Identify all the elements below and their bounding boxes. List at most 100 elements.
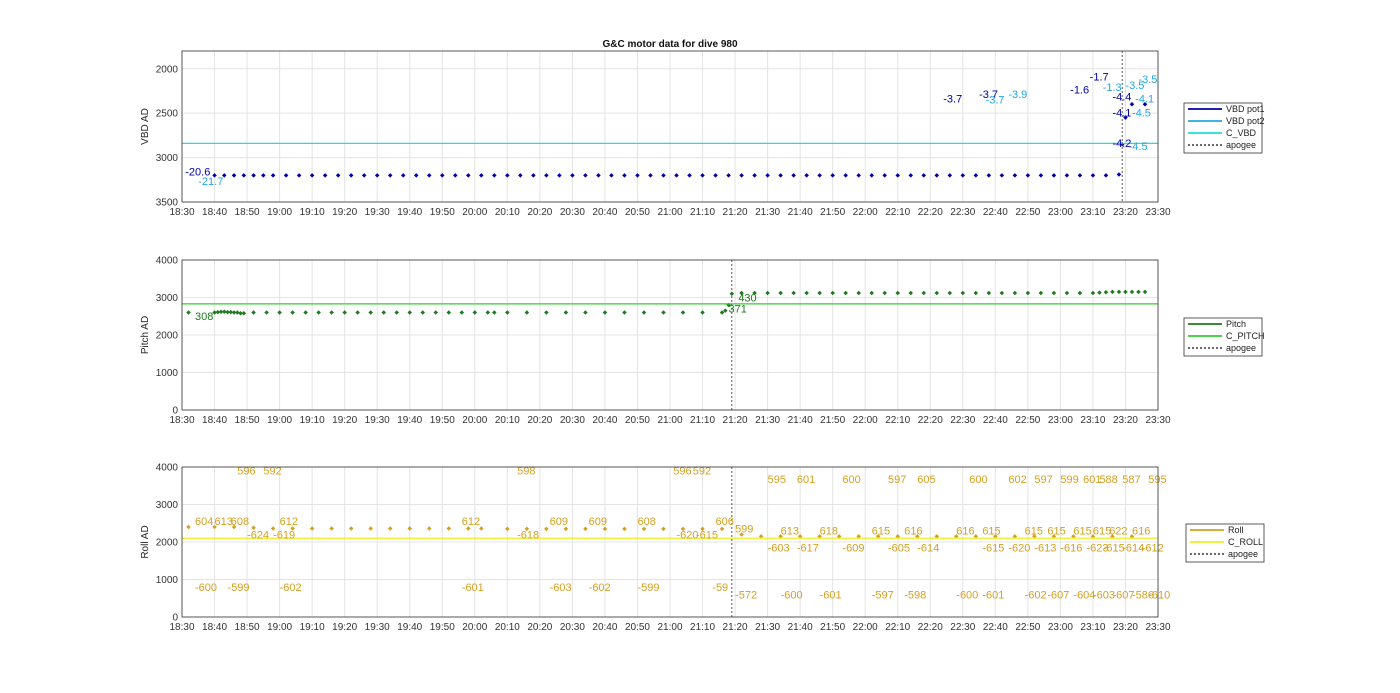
data-point xyxy=(387,526,393,531)
data-point xyxy=(235,310,240,315)
x-tick-label: 22:30 xyxy=(950,415,975,426)
x-tick-label: 22:10 xyxy=(885,207,910,218)
data-point xyxy=(641,526,647,532)
data-point xyxy=(1103,289,1109,295)
data-point xyxy=(1051,290,1057,296)
data-point xyxy=(348,526,354,531)
data-point xyxy=(426,173,432,178)
axes-panel-3: 18:30 18:40 18:50 19:00 19:10 19:20 19:30 19:40… xyxy=(140,463,1265,633)
data-point xyxy=(723,308,728,313)
x-tick-label: 21:20 xyxy=(723,207,748,218)
data-point xyxy=(804,290,809,296)
data-point xyxy=(739,532,744,537)
x-tick-label: 22:50 xyxy=(1015,207,1040,218)
data-point xyxy=(954,534,959,539)
x-tick-label: 19:40 xyxy=(397,622,422,633)
data-label: -598 xyxy=(904,589,926,601)
x-tick-label: 20:50 xyxy=(625,415,650,426)
x-tick-label: 22:40 xyxy=(983,207,1008,218)
data-label: 615 xyxy=(982,526,1000,538)
data-point xyxy=(1064,290,1070,296)
data-point xyxy=(524,526,530,532)
data-point xyxy=(440,173,445,178)
x-tick-label: 23:10 xyxy=(1080,207,1105,218)
data-point xyxy=(1064,173,1070,178)
x-tick-label: 20:50 xyxy=(625,207,650,218)
data-label: -601 xyxy=(820,589,842,601)
data-point xyxy=(563,526,569,532)
data-label: 608 xyxy=(231,516,249,528)
axes-layer: 18:30 18:40 18:50 19:00 19:10 19:20 19:30 19:40… xyxy=(140,50,1265,633)
data-label: 615 xyxy=(872,526,890,538)
x-tick-label: 18:30 xyxy=(169,207,194,218)
x-tick-label: 21:30 xyxy=(755,622,780,633)
data-point xyxy=(316,310,321,315)
legend-label: apogee xyxy=(1228,549,1258,559)
data-point xyxy=(1012,290,1018,296)
x-tick-label: 18:50 xyxy=(235,415,260,426)
data-point xyxy=(960,290,966,296)
data-point xyxy=(329,310,334,315)
x-tick-label: 21:00 xyxy=(657,415,682,426)
x-tick-label: 20:40 xyxy=(592,207,617,218)
data-label: 615 xyxy=(1025,526,1043,538)
data-point xyxy=(973,290,979,296)
data-point xyxy=(355,310,360,315)
x-tick-label: 18:30 xyxy=(169,415,194,426)
x-tick-label: 22:30 xyxy=(950,622,975,633)
x-tick-label: 22:30 xyxy=(950,207,975,218)
x-tick-label: 23:10 xyxy=(1080,415,1105,426)
x-tick-label: 20:20 xyxy=(527,207,552,218)
data-label: 592 xyxy=(693,466,711,478)
data-point xyxy=(921,290,927,296)
data-label: 608 xyxy=(637,516,655,528)
y-tick-label: 1000 xyxy=(156,575,179,586)
x-tick-label: 21:30 xyxy=(755,415,780,426)
data-point xyxy=(296,173,302,178)
data-label: 605 xyxy=(917,474,935,486)
data-label: -618 xyxy=(517,529,539,541)
data-point xyxy=(622,310,627,315)
data-label: 587 xyxy=(1122,474,1140,486)
y-tick-label: 2000 xyxy=(156,331,179,342)
x-tick-label: 22:20 xyxy=(918,622,943,633)
data-point xyxy=(283,173,289,178)
data-point xyxy=(459,310,465,315)
data-point xyxy=(374,173,380,178)
data-point xyxy=(472,310,478,315)
data-point xyxy=(1071,534,1076,539)
data-point xyxy=(466,526,471,531)
data-label: 616 xyxy=(1132,526,1150,538)
data-point xyxy=(335,173,341,178)
data-label: -1.3 xyxy=(1103,82,1122,94)
data-point xyxy=(1110,534,1115,539)
x-tick-label: 19:20 xyxy=(332,207,357,218)
data-label: -613 xyxy=(1034,542,1056,554)
data-point xyxy=(290,310,295,315)
data-label: -603 xyxy=(768,542,790,554)
data-point xyxy=(700,310,705,315)
data-point xyxy=(492,173,497,178)
x-tick-label: 21:00 xyxy=(657,622,682,633)
data-point xyxy=(1051,173,1057,178)
data-point xyxy=(261,173,266,178)
data-point xyxy=(1038,290,1044,296)
x-tick-label: 19:50 xyxy=(430,207,455,218)
data-point xyxy=(1116,289,1122,295)
data-label: 588 xyxy=(1099,474,1117,486)
data-point xyxy=(1025,173,1031,178)
x-tick-label: 23:20 xyxy=(1113,207,1138,218)
data-point xyxy=(1025,290,1031,296)
x-tick-label: 19:40 xyxy=(397,207,422,218)
data-label: -3.5 xyxy=(1125,80,1144,92)
x-tick-label: 19:50 xyxy=(430,415,455,426)
x-tick-label: 20:30 xyxy=(560,207,585,218)
data-label: 613 xyxy=(781,526,799,538)
data-point xyxy=(251,310,256,315)
x-tick-label: 20:00 xyxy=(462,622,487,633)
legend-label: Roll xyxy=(1228,525,1244,535)
data-label: -619 xyxy=(273,529,295,541)
x-tick-label: 22:50 xyxy=(1015,622,1040,633)
y-tick-label: 3500 xyxy=(156,198,179,209)
